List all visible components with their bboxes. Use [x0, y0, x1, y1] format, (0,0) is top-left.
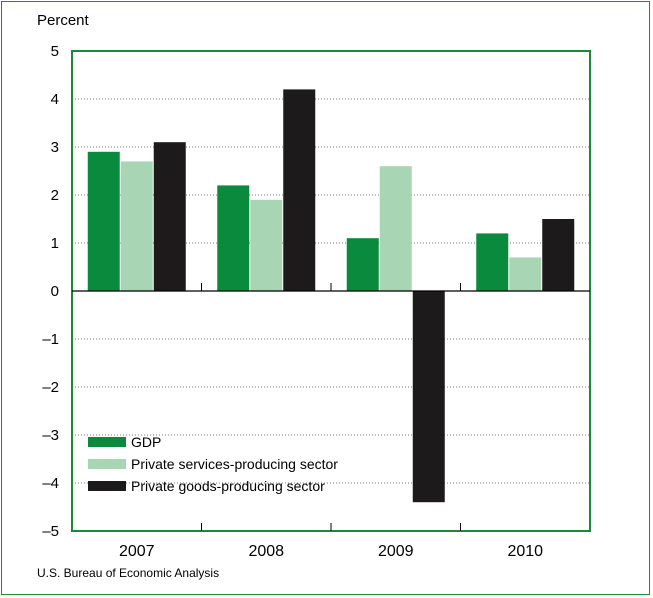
legend-swatch: [88, 437, 126, 447]
bar-2009-series-2: [379, 166, 412, 291]
bar-2010-series-1: [476, 233, 509, 291]
bar-2010-series-3: [542, 219, 575, 291]
legend: GDP Private services-producing sector Priv…: [88, 434, 338, 494]
y-tick-label: 3: [51, 139, 59, 156]
x-tick-labels: 2007 2008 2009 2010: [119, 543, 543, 560]
bar-2007-series-3: [153, 142, 186, 291]
x-tick-label: 2008: [248, 543, 284, 560]
bar-2007-series-1: [87, 151, 120, 291]
x-tick-label: 2010: [507, 543, 543, 560]
gridlines: [72, 98, 590, 484]
y-tick-label: –1: [42, 331, 59, 348]
bar-2008-series-3: [283, 89, 316, 292]
y-tick-labels: 5 4 3 2 1 0 –1 –2 –3 –4 –5: [42, 43, 59, 540]
y-tick-label: 2: [51, 187, 59, 204]
legend-label: Private services-producing sector: [131, 456, 338, 472]
legend-swatch: [88, 481, 126, 491]
legend-swatch: [88, 459, 126, 469]
y-tick-label: –5: [42, 523, 59, 540]
axes: [72, 283, 590, 531]
x-tick-label: 2007: [119, 543, 155, 560]
source-note: U.S. Bureau of Economic Analysis: [37, 566, 220, 580]
bar-2009-series-3: [412, 291, 445, 503]
legend-label: GDP: [131, 434, 161, 450]
bar-2007-series-2: [120, 161, 153, 291]
x-tick-label: 2009: [378, 543, 414, 560]
bar-2010-series-2: [509, 257, 542, 291]
bar-2009-series-1: [346, 238, 379, 291]
bars: [87, 89, 575, 503]
y-tick-label: 4: [51, 91, 59, 108]
y-tick-label: 5: [51, 43, 59, 60]
legend-label: Private goods-producing sector: [131, 478, 325, 494]
bar-2008-series-2: [250, 199, 283, 291]
y-tick-label: –4: [42, 475, 59, 492]
y-tick-label: 1: [51, 235, 59, 252]
y-tick-label: –2: [42, 379, 59, 396]
y-tick-label: 0: [51, 283, 59, 300]
y-tick-label: –3: [42, 427, 59, 444]
y-axis-title: Percent: [37, 12, 90, 29]
bar-2008-series-1: [217, 185, 250, 291]
